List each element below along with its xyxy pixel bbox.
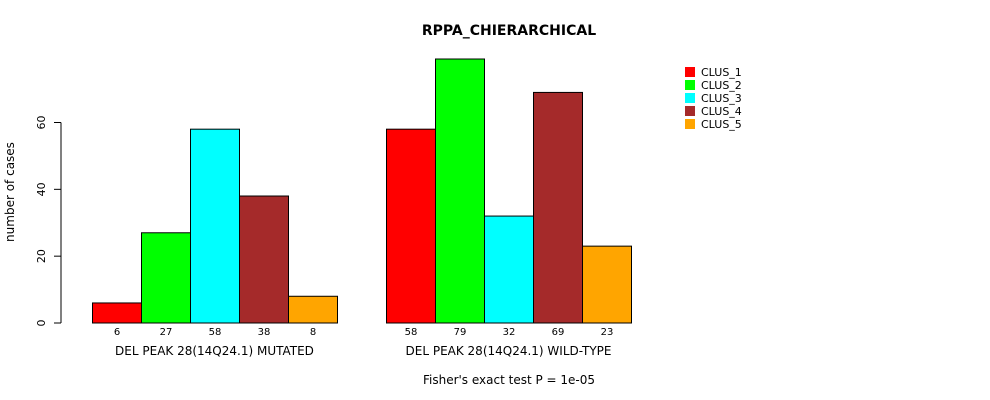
count-labels: 6 27 58 38 8 58 79 32 69 23 xyxy=(114,327,614,338)
legend-label-3: CLUS_3 xyxy=(701,92,742,105)
bar-clus-1-group-1 xyxy=(92,302,142,324)
bar-count-label: 58 xyxy=(209,327,222,338)
bar-clus-5-group-1 xyxy=(288,295,338,324)
bar-count-label: 38 xyxy=(258,327,271,338)
group-labels: DEL PEAK 28(14Q24.1) MUTATED DEL PEAK 28(… xyxy=(115,344,611,358)
bar-count-label: 6 xyxy=(114,327,120,338)
bar-count-label: 8 xyxy=(310,327,316,338)
legend-label-4: CLUS_4 xyxy=(701,105,742,118)
bar-count-label: 23 xyxy=(601,327,614,338)
group-label-1: DEL PEAK 28(14Q24.1) MUTATED xyxy=(115,344,314,358)
legend-label-1: CLUS_1 xyxy=(701,66,742,79)
bar-clus-2-group-1 xyxy=(141,232,191,324)
fisher-test-footnote: Fisher's exact test P = 1e-05 xyxy=(423,373,595,387)
bar-clus-3-group-1 xyxy=(190,128,240,324)
bar-clus-1-group-2 xyxy=(386,128,436,324)
bar-clus-2-group-2 xyxy=(435,58,485,324)
y-tick-label: 0 xyxy=(35,320,48,327)
y-axis: 0 20 40 60 xyxy=(35,115,62,327)
y-tick-label: 60 xyxy=(35,115,48,129)
chart-title: RPPA_CHIERARCHICAL xyxy=(422,23,596,39)
bar-count-label: 69 xyxy=(552,327,565,338)
legend-swatch-1 xyxy=(685,67,695,77)
legend-swatch-3 xyxy=(685,93,695,103)
bar-count-label: 32 xyxy=(503,327,516,338)
legend-swatch-5 xyxy=(685,119,695,129)
y-tick-label: 20 xyxy=(35,249,48,263)
bar-count-label: 27 xyxy=(160,327,173,338)
bar-clus-3-group-2 xyxy=(484,215,534,324)
bar-clus-4-group-1 xyxy=(239,195,289,324)
legend-label-5: CLUS_5 xyxy=(701,118,742,131)
legend-swatch-2 xyxy=(685,80,695,90)
bar-clus-4-group-2 xyxy=(533,91,583,324)
bar-clus-5-group-2 xyxy=(582,245,632,324)
legend-label-2: CLUS_2 xyxy=(701,79,742,92)
y-axis-label: number of cases xyxy=(3,142,17,242)
y-tick-label: 40 xyxy=(35,182,48,196)
bar-count-label: 79 xyxy=(454,327,467,338)
bar-count-label: 58 xyxy=(405,327,418,338)
bars xyxy=(92,58,632,324)
group-label-2: DEL PEAK 28(14Q24.1) WILD-TYPE xyxy=(406,344,612,358)
legend-swatch-4 xyxy=(685,106,695,116)
